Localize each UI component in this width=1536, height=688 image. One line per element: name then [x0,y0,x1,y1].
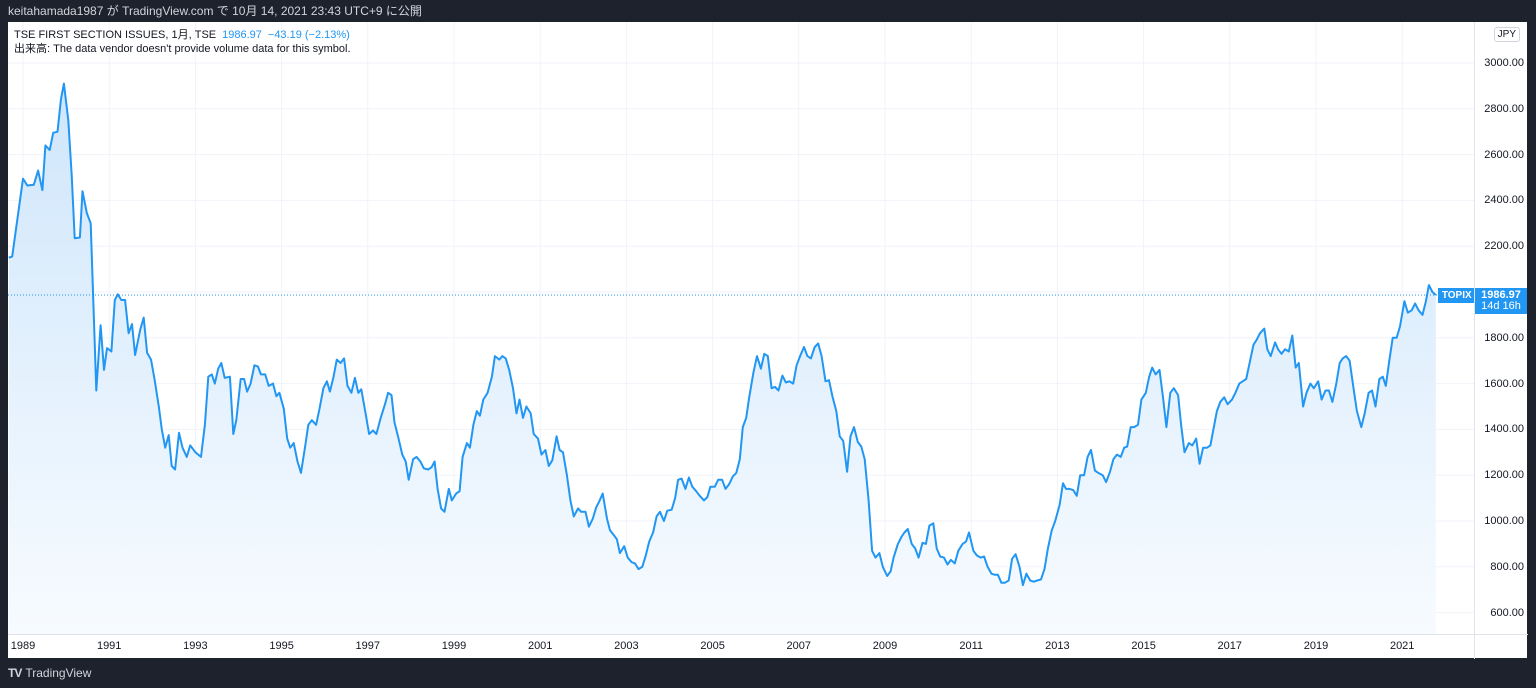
publish-info-text: keitahamada1987 が TradingView.com で 10月 … [8,4,422,18]
time-tick-label: 2021 [1389,640,1415,652]
symbol-tag: TOPIX [1437,287,1476,303]
price-tick-label: 800.00 [1490,560,1524,573]
legend-last-value: 1986.97 [222,29,262,41]
chart-legend: TSE FIRST SECTION ISSUES, 1月, TSE 1986.97… [14,28,351,56]
time-tick-label: 1999 [441,640,467,652]
time-tick-label: 2011 [959,640,984,652]
time-tick-label: 1991 [96,640,122,652]
publish-info-bar: keitahamada1987 が TradingView.com で 10月 … [0,0,1536,22]
axis-corner [1474,634,1528,659]
price-axis[interactable]: JPY 3000.00 2800.00 2600.00 2400.00 2200.00 1… [1474,22,1528,634]
price-tick-label: 2800.00 [1484,102,1524,115]
area-fill [8,83,1436,634]
time-tick-label: 1989 [10,640,36,652]
time-tick-label: 1995 [269,640,294,652]
time-tick-label: 2015 [1131,640,1156,652]
time-tick-label: 2019 [1303,640,1329,652]
time-tick-label: 2013 [1045,640,1070,652]
chart-panel[interactable]: TSE FIRST SECTION ISSUES, 1月, TSE 1986.97… [8,22,1528,659]
time-tick-label: 2009 [872,640,898,652]
price-tick-label: 2200.00 [1484,240,1524,253]
legend-volume-row: 出来高: The data vendor doesn't provide vol… [14,43,351,55]
last-price-label: 1986.97 14d 16h [1475,287,1527,314]
price-tick-label: 1400.00 [1484,423,1524,436]
price-plot[interactable] [8,22,1474,634]
price-tick-label: 3000.00 [1484,57,1524,69]
price-tick-label: 1200.00 [1484,469,1524,482]
price-tick-label: 1800.00 [1484,331,1524,344]
legend-change: −43.19 (−2.13%) [267,29,350,41]
price-tick-label: 1000.00 [1484,515,1524,527]
time-tick-label: 1993 [183,640,208,652]
time-axis[interactable]: 1989 1991 1993 1995 1997 1999 2001 2003 2005 2007… [8,634,1474,659]
last-price-value: 1986.97 [1481,288,1521,301]
price-tick-label: 600.00 [1490,606,1524,619]
time-tick-label: 2007 [786,640,812,652]
time-tick-label: 2003 [614,640,639,652]
footer-branding: TV TradingView [8,664,91,682]
tradingview-logo-icon: TV [8,666,22,680]
legend-symbol-row: TSE FIRST SECTION ISSUES, 1月, TSE 1986.97… [14,28,351,42]
bar-countdown: 14d 16h [1481,299,1521,312]
legend-symbol[interactable]: TSE FIRST SECTION ISSUES, 1月, TSE [14,29,217,41]
price-tick-label: 2600.00 [1484,148,1524,161]
currency-button[interactable]: JPY [1493,27,1520,42]
time-tick-label: 2005 [700,640,725,652]
price-tick-label: 2400.00 [1484,194,1524,207]
price-tick-label: 1600.00 [1484,377,1524,390]
time-tick-label: 2017 [1217,640,1243,652]
time-tick-label: 1997 [355,640,381,652]
brand-name: TradingView [25,666,92,680]
time-tick-label: 2001 [527,640,553,652]
price-line [8,82,1437,587]
